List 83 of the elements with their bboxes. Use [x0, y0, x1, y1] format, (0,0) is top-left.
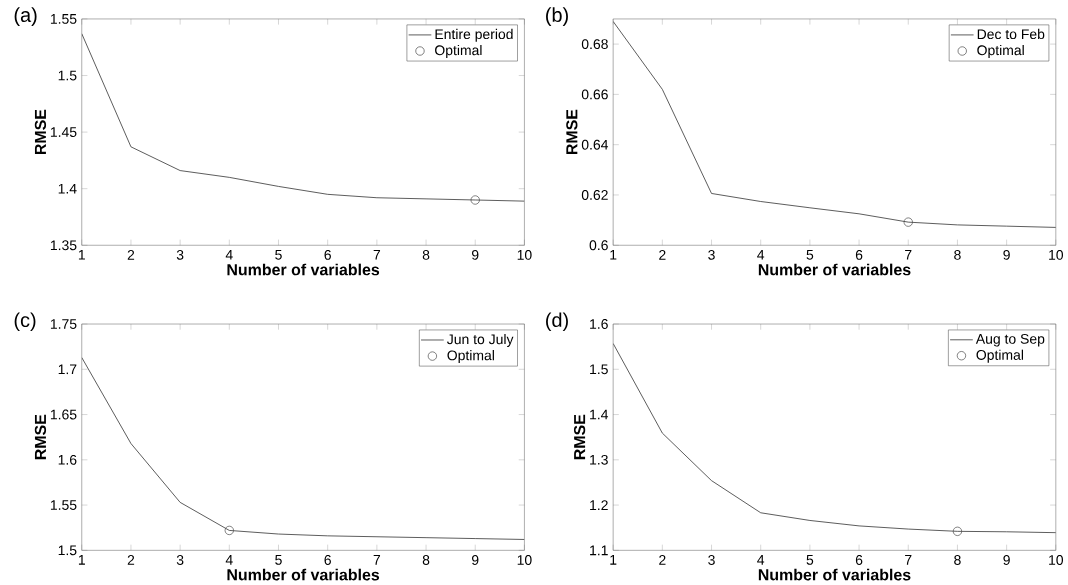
y-tick-label: 1.7: [58, 364, 77, 374]
x-tick-label: 4: [757, 554, 765, 565]
legend-label: Optimal: [976, 349, 1024, 363]
x-tick-label: 9: [1003, 249, 1010, 260]
x-tick-label: 1: [78, 554, 85, 565]
x-tick-label: 3: [176, 249, 184, 260]
y-tick-label: 1.5: [590, 364, 608, 375]
x-tick-label: 9: [472, 554, 479, 565]
y-tick-label: 1.6: [58, 454, 77, 465]
x-tick-label: 5: [806, 249, 814, 260]
y-tick-label: 1.75: [50, 319, 77, 329]
y-tick-label: 1.4: [58, 183, 77, 194]
legend-label: Optimal: [977, 44, 1024, 58]
x-tick-label: 8: [422, 249, 430, 260]
chart-title: (c): [14, 312, 36, 331]
legend-label: Dec to Feb: [977, 28, 1045, 40]
x-tick-label: 10: [517, 249, 532, 260]
y-tick-label: 1.55: [50, 13, 77, 24]
x-tick-label: 1: [610, 249, 617, 260]
x-tick-label: 5: [806, 554, 814, 565]
y-axis-title: RMSE: [573, 414, 586, 460]
x-tick-label: 2: [659, 249, 666, 260]
y-tick-label: 0.62: [581, 189, 608, 200]
x-tick-label: 5: [275, 554, 282, 565]
y-tick-label: 0.68: [581, 39, 608, 49]
x-tick-label: 4: [225, 249, 233, 260]
x-tick-label: 1: [78, 249, 85, 260]
y-tick-label: 1.2: [590, 500, 608, 510]
y-tick-label: 1.6: [590, 318, 608, 329]
y-tick-label: 0.64: [581, 139, 609, 150]
x-axis-title: Number of variables: [758, 263, 911, 276]
x-tick-label: 10: [1049, 249, 1064, 260]
x-tick-label: 6: [324, 554, 331, 565]
y-tick-label: 1.5: [58, 70, 77, 81]
legend-label: Aug to Sep: [975, 333, 1045, 347]
x-tick-label: 7: [905, 554, 912, 565]
x-tick-label: 6: [324, 249, 331, 260]
x-tick-label: 5: [275, 249, 282, 260]
x-tick-label: 2: [659, 554, 666, 565]
x-tick-label: 8: [954, 554, 961, 565]
x-tick-label: 3: [708, 554, 715, 565]
legend-label: Jun to July: [447, 333, 514, 347]
line-series: [613, 20, 1056, 228]
y-axis-title: RMSE: [566, 109, 578, 154]
legend-label: Entire period: [435, 28, 513, 42]
y-tick-label: 0.6: [589, 240, 608, 251]
x-tick-label: 9: [472, 249, 479, 260]
x-tick-label: 4: [757, 249, 765, 260]
legend-label: Optimal: [447, 349, 494, 363]
x-tick-label: 6: [855, 249, 863, 260]
x-tick-label: 4: [225, 554, 233, 565]
x-tick-label: 3: [176, 554, 184, 565]
y-tick-label: 0.66: [581, 89, 608, 100]
x-axis-title: Number of variables: [227, 263, 380, 276]
x-tick-label: 9: [1003, 554, 1010, 565]
y-tick-label: 1.5: [58, 545, 77, 556]
x-tick-label: 7: [373, 249, 381, 260]
x-tick-label: 10: [517, 554, 532, 565]
y-tick-label: 1.65: [50, 409, 77, 420]
y-tick-label: 1.55: [50, 500, 77, 510]
y-tick-label: 1.45: [50, 127, 77, 137]
x-tick-label: 7: [905, 249, 912, 260]
x-tick-label: 10: [1049, 554, 1064, 565]
y-tick-label: 1.3: [590, 454, 608, 465]
legend-label: Optimal: [435, 44, 482, 58]
x-axis-title: Number of variables: [227, 568, 380, 581]
x-axis-title: Number of variables: [758, 568, 911, 581]
y-axis-title: RMSE: [34, 414, 47, 460]
x-tick-label: 8: [422, 554, 430, 565]
y-tick-label: 1.35: [50, 240, 77, 251]
x-tick-label: 8: [954, 249, 961, 260]
x-tick-label: 6: [855, 554, 863, 565]
chart-title: (a): [14, 7, 37, 26]
x-tick-label: 2: [127, 249, 135, 260]
x-tick-label: 2: [127, 554, 135, 565]
x-tick-label: 7: [373, 554, 381, 565]
y-axis-title: RMSE: [34, 109, 47, 154]
chart-title: (d): [546, 312, 568, 331]
x-tick-label: 3: [708, 249, 715, 260]
x-tick-label: 1: [610, 554, 617, 565]
chart-title: (b): [546, 7, 568, 26]
y-tick-label: 1.4: [590, 409, 609, 420]
y-tick-label: 1.1: [590, 545, 608, 556]
